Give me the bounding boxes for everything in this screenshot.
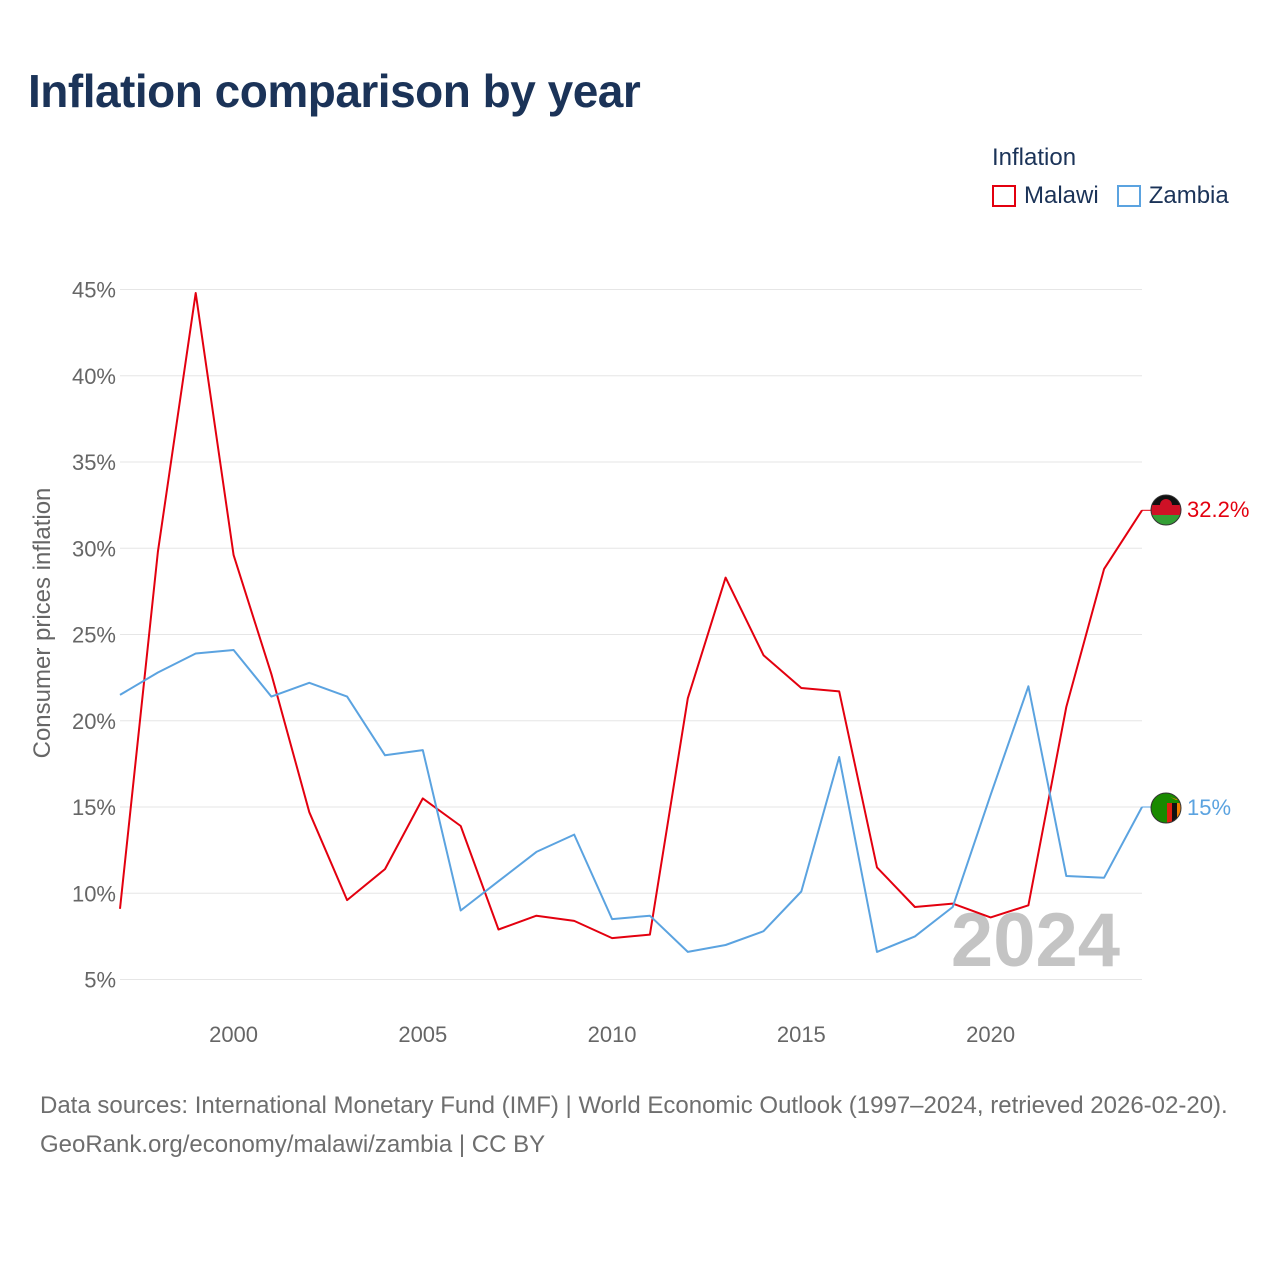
y-tick-label: 30% (72, 536, 116, 561)
y-tick-label: 10% (72, 881, 116, 906)
malawi-flag-ring (1150, 494, 1182, 526)
y-tick-label: 20% (72, 709, 116, 734)
y-axis-label: Consumer prices inflation (29, 488, 56, 759)
y-tick-label: 40% (72, 364, 116, 389)
x-tick-label: 2000 (209, 1022, 258, 1047)
x-tick-label: 2005 (398, 1022, 447, 1047)
y-tick-label: 5% (84, 968, 116, 993)
legend-swatch-zambia (1116, 185, 1141, 207)
legend-item-zambia[interactable]: Zambia (1116, 182, 1229, 210)
data-sources: Data sources: International Monetary Fun… (40, 1092, 1228, 1119)
source-credit: GeoRank.org/economy/malawi/zambia | CC B… (40, 1131, 546, 1158)
zambia-flag-icon (1151, 793, 1181, 823)
legend-item-malawi[interactable]: Malawi (992, 182, 1099, 210)
y-axis-ticks: 5% 10% 15% 20% 25% 30% 35% 40% 45% (72, 278, 116, 993)
legend-label-malawi: Malawi (1024, 182, 1099, 209)
x-axis-ticks: 2000 2005 2010 2015 2020 (209, 1022, 1015, 1047)
malawi-end-label: 32.2% (1187, 497, 1249, 522)
zambia-end-label: 15% (1187, 795, 1231, 820)
chart-title: Inflation comparison by year (28, 65, 641, 117)
legend-title: Inflation (992, 144, 1077, 171)
x-tick-label: 2010 (588, 1022, 637, 1047)
grid-lines (120, 289, 1142, 980)
legend-swatch-malawi (992, 185, 1016, 207)
malawi-flag-icon (1151, 495, 1181, 525)
y-tick-label: 45% (72, 278, 116, 303)
y-tick-label: 35% (72, 450, 116, 475)
series-line-malawi[interactable] (119, 292, 1143, 940)
y-tick-label: 25% (72, 623, 116, 648)
x-tick-label: 2015 (777, 1022, 826, 1047)
legend-label-zambia: Zambia (1148, 182, 1229, 209)
x-tick-label: 2020 (966, 1022, 1015, 1047)
year-watermark: 2024 (951, 898, 1120, 983)
zambia-flag-ring (1150, 792, 1182, 824)
series-lines (119, 292, 1151, 953)
series-line-zambia[interactable] (119, 649, 1143, 953)
line-chart: 5%10%15%20%25%30%35%40%45% 2000 2005 2010 2… (29, 278, 1249, 1048)
footer: Data sources: International Monetary Fun… (40, 1086, 1250, 1164)
legend: Inflation Malawi Zambia (992, 144, 1229, 210)
y-tick-label: 15% (72, 795, 116, 820)
